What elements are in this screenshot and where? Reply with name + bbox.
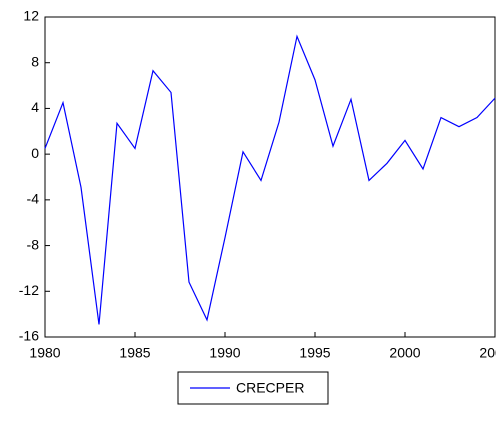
x-tick-label: 1990 xyxy=(209,345,240,361)
x-tick-label: 2005 xyxy=(479,345,496,361)
x-tick-label: 2000 xyxy=(389,345,420,361)
y-tick-label: -4 xyxy=(27,191,40,207)
x-tick-label: 1985 xyxy=(119,345,150,361)
y-tick-label: 4 xyxy=(31,99,39,115)
line-series xyxy=(44,34,496,325)
y-tick-label: -8 xyxy=(27,236,40,252)
y-tick-label: 12 xyxy=(23,8,39,24)
x-tick-label: 1980 xyxy=(29,345,60,361)
y-tick-label: -16 xyxy=(19,328,39,344)
x-tick-label: 1995 xyxy=(299,345,330,361)
legend-label: CRECPER xyxy=(236,380,304,396)
y-tick-label: 8 xyxy=(31,53,39,69)
y-tick-label: 0 xyxy=(31,145,39,161)
y-tick-label: -12 xyxy=(19,282,39,298)
plot-frame xyxy=(44,16,496,338)
